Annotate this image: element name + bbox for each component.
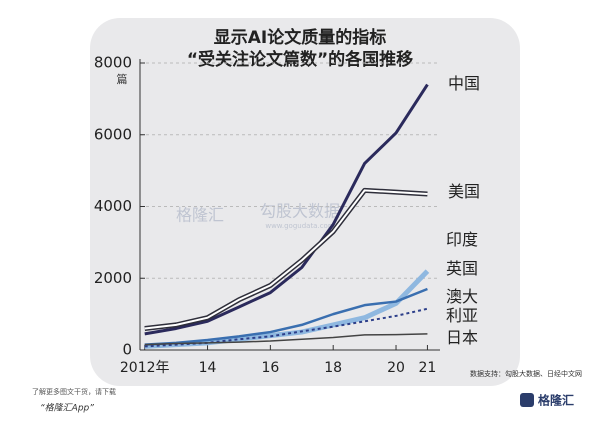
chart-title: 显示AI论文质量的指标 <box>214 27 386 48</box>
source: 数据支持：勾股大数据、日经中文网 <box>470 369 582 378</box>
series-label: 美国 <box>448 182 481 201</box>
watermark: 格隆汇 <box>176 206 224 225</box>
x-tick-label: 2012年 <box>120 360 170 376</box>
y-tick-label: 4000 <box>94 197 132 215</box>
y-tick-label: 0 <box>122 341 132 359</box>
y-unit: 篇 <box>117 72 128 86</box>
y-tick-label: 8000 <box>94 54 132 72</box>
series-label: 印度 <box>446 230 479 249</box>
watermark: 勾股大数据 <box>260 202 340 221</box>
x-tick-label: 14 <box>199 360 217 376</box>
footer-text: “格隆汇App” <box>40 403 94 414</box>
series-label: 中国 <box>448 74 481 93</box>
footer-text: 了解更多图文干货，请下载 <box>32 387 116 396</box>
chart-subtitle: “受关注论文篇数”的各国推移 <box>187 49 413 70</box>
watermark-url: www.gogudata.com <box>265 222 334 230</box>
line <box>144 333 428 346</box>
line-inner <box>144 189 428 330</box>
series-label: 日本 <box>446 328 479 347</box>
y-tick-label: 2000 <box>94 269 132 287</box>
line <box>144 83 429 336</box>
x-tick-label: 20 <box>387 360 405 376</box>
x-tick-label: 18 <box>324 360 342 376</box>
x-tick-label: 16 <box>261 360 279 376</box>
logo: 格隆汇 <box>538 393 574 408</box>
x-tick-label: 21 <box>419 360 437 376</box>
y-tick-label: 6000 <box>94 125 132 143</box>
series-label: 英国 <box>446 259 479 278</box>
line <box>144 287 428 346</box>
series-label: 澳大利亚 <box>446 287 479 325</box>
logo-icon <box>520 393 534 407</box>
